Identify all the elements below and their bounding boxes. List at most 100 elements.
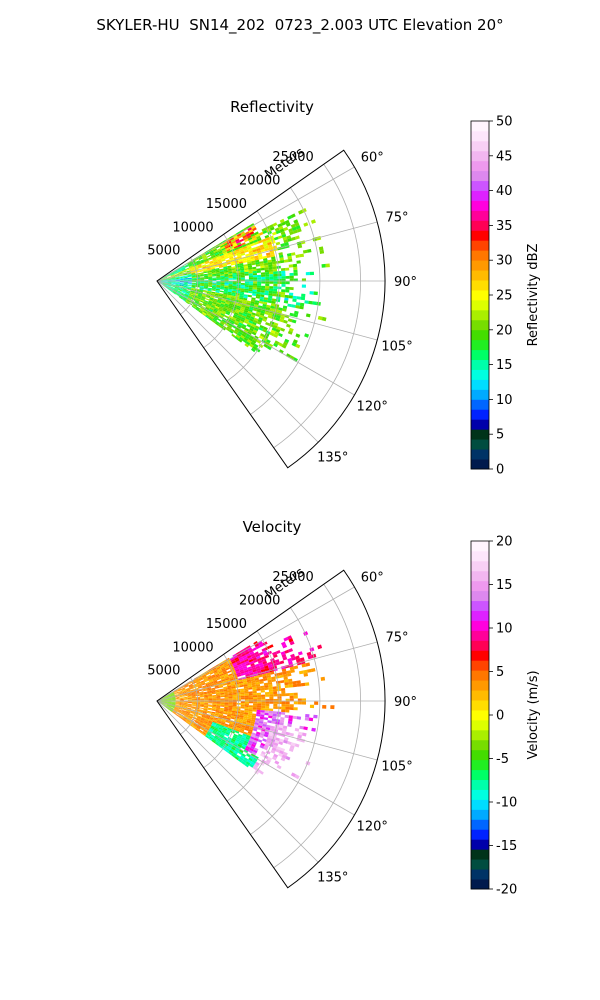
radar-gate xyxy=(183,694,188,696)
radar-gate xyxy=(223,711,228,714)
radar-gate xyxy=(187,682,192,685)
radar-gate xyxy=(295,343,301,349)
radar-gate xyxy=(287,303,292,308)
radar-gate xyxy=(219,734,224,738)
colorbar-swatch xyxy=(471,170,489,182)
radar-gate xyxy=(250,761,256,766)
radar-gate xyxy=(244,267,249,271)
radar-gate xyxy=(228,693,233,696)
radar-gate xyxy=(284,682,289,686)
radar-gate xyxy=(191,277,196,279)
radar-gate xyxy=(225,312,230,316)
radar-gate xyxy=(230,748,235,753)
radar-gate xyxy=(215,292,220,295)
radar-gate xyxy=(283,739,288,744)
radar-gate xyxy=(240,651,245,655)
radar-gate xyxy=(244,763,249,768)
radar-gate xyxy=(212,284,217,287)
radar-gate xyxy=(279,254,284,259)
radar-gate xyxy=(221,300,226,304)
radar-gate xyxy=(236,307,241,311)
radar-gate xyxy=(201,724,206,728)
radar-gate xyxy=(234,748,239,753)
radar-gate xyxy=(275,241,281,246)
radar-gate xyxy=(238,656,244,661)
radar-gate xyxy=(212,738,217,743)
radar-gate xyxy=(169,708,173,712)
radar-gate xyxy=(227,710,233,713)
radar-gate xyxy=(195,299,200,303)
radar-gate xyxy=(269,251,275,255)
radar-gate xyxy=(207,273,212,275)
radar-gate xyxy=(251,655,257,659)
radar-gate xyxy=(184,714,189,717)
colorbar-swatch xyxy=(471,459,489,470)
radar-gate xyxy=(235,308,240,312)
radar-gate xyxy=(209,680,214,683)
colorbar-swatch xyxy=(471,359,489,370)
radar-gate xyxy=(232,706,237,708)
radar-gate xyxy=(265,272,270,275)
radar-gate xyxy=(278,724,284,729)
radar-gate xyxy=(230,238,236,243)
radar-gate xyxy=(244,343,249,348)
radar-gate xyxy=(224,733,230,737)
radar-gate xyxy=(188,294,193,297)
radar-gate xyxy=(217,719,222,723)
radar-gate xyxy=(173,270,178,273)
radar-gate xyxy=(204,702,209,704)
radar-gate xyxy=(163,276,167,279)
radar-gate xyxy=(173,289,178,293)
radar-gate xyxy=(233,663,238,668)
colorbar-tick-label: 35 xyxy=(496,219,513,234)
radar-gate xyxy=(167,278,172,280)
radar-gate xyxy=(177,709,182,712)
azimuth-spoke xyxy=(156,586,355,702)
radar-gate xyxy=(208,696,213,698)
radar-gate xyxy=(221,310,227,314)
radar-gate xyxy=(247,681,252,685)
radar-gate xyxy=(200,727,205,731)
radar-gate xyxy=(203,691,208,694)
radar-gate xyxy=(212,701,217,703)
radar-gate xyxy=(169,287,174,291)
radar-gate xyxy=(181,712,185,715)
radar-gate xyxy=(299,657,305,662)
radar-gate xyxy=(238,311,244,316)
radar-gate xyxy=(211,312,216,317)
theta-tick-label: 105° xyxy=(381,759,412,774)
radar-gate xyxy=(174,274,179,276)
radar-gate xyxy=(171,696,176,698)
radar-gate xyxy=(261,306,267,310)
radar-gate xyxy=(183,282,188,284)
radar-gate xyxy=(216,284,221,287)
radar-gate xyxy=(273,342,278,348)
radial-tick-label: 20000 xyxy=(239,594,280,609)
radar-gate xyxy=(261,703,266,706)
radar-gate xyxy=(166,284,171,287)
radar-gate xyxy=(214,682,219,686)
radar-gate xyxy=(245,736,250,741)
radar-gate xyxy=(258,651,264,656)
radar-gate xyxy=(243,264,248,267)
radar-gate xyxy=(196,681,201,684)
radar-gate xyxy=(243,716,248,719)
radar-gate xyxy=(200,719,205,722)
radar-gate xyxy=(261,705,266,709)
radar-gate xyxy=(250,243,255,247)
radar-gate xyxy=(297,651,303,656)
radar-gate xyxy=(211,691,216,694)
radar-gate xyxy=(281,221,286,226)
radar-gate xyxy=(240,272,245,275)
colorbar-swatch xyxy=(471,849,489,860)
radar-gate xyxy=(231,746,236,751)
radar-gate xyxy=(243,266,249,269)
colorbar-swatch xyxy=(471,819,489,830)
radar-gate xyxy=(295,658,301,663)
radar-gate xyxy=(166,695,171,698)
radar-gate xyxy=(171,281,176,283)
radar-gate xyxy=(238,665,243,669)
radar-gate xyxy=(215,724,220,728)
radar-gate xyxy=(288,295,293,299)
radar-gate xyxy=(302,732,307,737)
